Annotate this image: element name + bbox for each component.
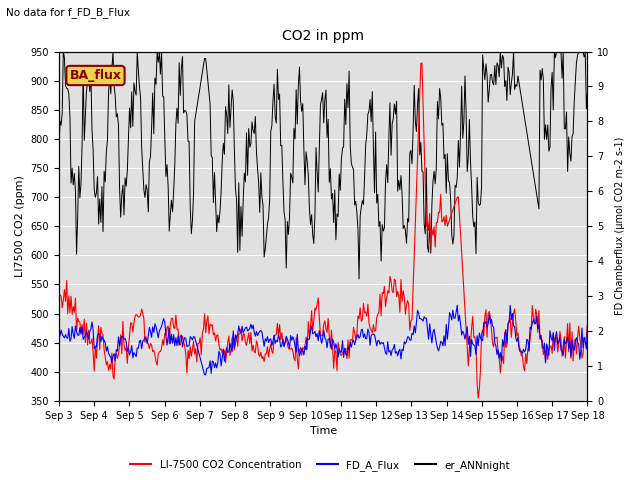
Y-axis label: FD Chamberflux (μmol CO2 m-2 s-1): FD Chamberflux (μmol CO2 m-2 s-1) (615, 137, 625, 315)
Legend: LI-7500 CO2 Concentration, FD_A_Flux, er_ANNnight: LI-7500 CO2 Concentration, FD_A_Flux, er… (126, 456, 514, 475)
Title: CO2 in ppm: CO2 in ppm (282, 29, 364, 43)
Text: No data for f_FD_B_Flux: No data for f_FD_B_Flux (6, 7, 131, 18)
Y-axis label: LI7500 CO2 (ppm): LI7500 CO2 (ppm) (15, 175, 25, 277)
Text: BA_flux: BA_flux (70, 69, 122, 82)
X-axis label: Time: Time (310, 426, 337, 436)
